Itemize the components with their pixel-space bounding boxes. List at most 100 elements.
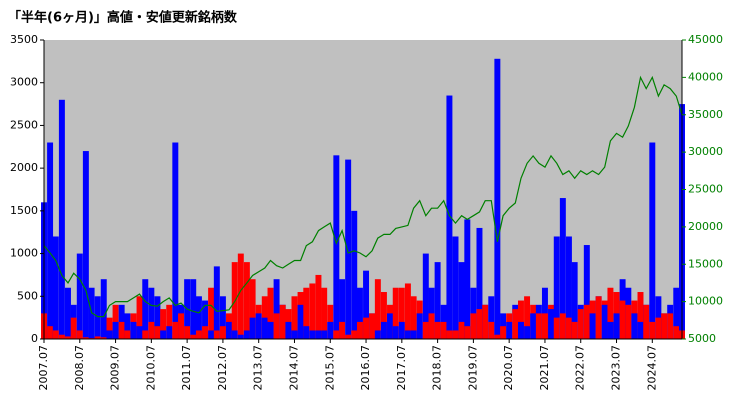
bar bbox=[64, 287, 71, 339]
x-tick-label: 2023.07 bbox=[610, 345, 623, 391]
x-tick-label: 2014.07 bbox=[287, 345, 300, 391]
bar bbox=[369, 313, 376, 339]
bar bbox=[237, 253, 244, 339]
bar bbox=[476, 227, 483, 339]
bar bbox=[58, 99, 65, 339]
bar bbox=[559, 198, 566, 339]
bar bbox=[517, 300, 524, 339]
bar bbox=[410, 330, 417, 339]
bar bbox=[535, 313, 542, 339]
chart-title: 「半年(6ヶ月)」高値・安値更新銘柄数 bbox=[8, 10, 238, 26]
bar bbox=[285, 321, 292, 339]
bar bbox=[649, 321, 656, 339]
bar bbox=[47, 142, 54, 339]
bar bbox=[541, 313, 548, 339]
x-tick-label: 2008.07 bbox=[73, 345, 86, 391]
bar bbox=[142, 330, 149, 339]
bar bbox=[410, 296, 417, 339]
bar bbox=[124, 313, 131, 339]
bar bbox=[553, 317, 560, 339]
bar bbox=[267, 321, 274, 339]
bar bbox=[249, 317, 256, 339]
y-tick-label: 3500 bbox=[10, 33, 38, 46]
bar bbox=[637, 321, 644, 339]
bar bbox=[458, 262, 465, 339]
bar bbox=[434, 262, 441, 339]
bar bbox=[387, 313, 393, 339]
bar bbox=[446, 95, 453, 340]
bar bbox=[267, 287, 274, 339]
bar bbox=[303, 326, 310, 339]
bar bbox=[476, 309, 483, 339]
bar bbox=[392, 287, 399, 339]
bar bbox=[309, 330, 316, 339]
y-tick-label: 1000 bbox=[10, 247, 38, 260]
bar bbox=[356, 321, 363, 339]
y-tick-label: 3000 bbox=[10, 76, 38, 89]
bar bbox=[583, 245, 590, 339]
bar bbox=[380, 321, 387, 339]
x-tick-label: 2019.07 bbox=[466, 345, 479, 391]
bar bbox=[226, 321, 232, 339]
bar bbox=[100, 337, 107, 339]
line bbox=[43, 75, 683, 318]
bar bbox=[208, 287, 215, 339]
bar bbox=[195, 296, 202, 339]
bar bbox=[213, 330, 220, 339]
bar bbox=[100, 279, 107, 339]
bar bbox=[160, 309, 167, 339]
bar bbox=[649, 142, 656, 339]
x-tick-label: 2017.07 bbox=[395, 345, 408, 391]
bar bbox=[351, 330, 358, 339]
x-tick-label: 2018.07 bbox=[431, 345, 444, 391]
bar bbox=[303, 287, 310, 339]
bar bbox=[583, 304, 590, 339]
bar bbox=[279, 304, 286, 339]
bar bbox=[673, 287, 680, 339]
bar bbox=[273, 313, 280, 339]
bar bbox=[571, 321, 578, 339]
bar bbox=[452, 236, 459, 339]
bar bbox=[374, 279, 381, 339]
bar bbox=[219, 296, 226, 339]
bar bbox=[213, 266, 220, 339]
bar bbox=[148, 321, 155, 339]
bar bbox=[309, 283, 316, 339]
bar bbox=[136, 296, 143, 339]
bar bbox=[70, 317, 77, 339]
bar bbox=[488, 321, 495, 339]
bar bbox=[559, 313, 566, 339]
bar bbox=[673, 326, 680, 339]
bar bbox=[255, 313, 262, 339]
bar bbox=[195, 330, 202, 339]
bar bbox=[565, 236, 572, 339]
bar bbox=[76, 253, 83, 339]
bar bbox=[667, 313, 674, 339]
bar bbox=[94, 336, 101, 339]
bar bbox=[500, 326, 507, 339]
bar bbox=[428, 313, 435, 339]
y-tick-label: 2000 bbox=[10, 161, 38, 174]
bar bbox=[291, 330, 298, 339]
bar bbox=[351, 210, 358, 339]
bar bbox=[613, 313, 620, 339]
bar bbox=[524, 326, 531, 339]
bar bbox=[619, 300, 626, 339]
bar bbox=[345, 159, 352, 339]
bar bbox=[506, 321, 513, 339]
bar bbox=[273, 279, 280, 339]
bar bbox=[166, 304, 173, 339]
bar bbox=[637, 292, 644, 339]
bar bbox=[631, 313, 638, 339]
bar bbox=[172, 142, 179, 339]
bar bbox=[440, 321, 447, 339]
y2-tick-label: 20000 bbox=[688, 220, 723, 233]
bar bbox=[517, 321, 524, 339]
bar bbox=[190, 334, 197, 339]
bar bbox=[202, 326, 209, 339]
bar bbox=[208, 330, 215, 339]
bar bbox=[464, 219, 471, 339]
bar bbox=[494, 334, 501, 339]
bar bbox=[374, 330, 381, 339]
bar bbox=[452, 330, 459, 339]
